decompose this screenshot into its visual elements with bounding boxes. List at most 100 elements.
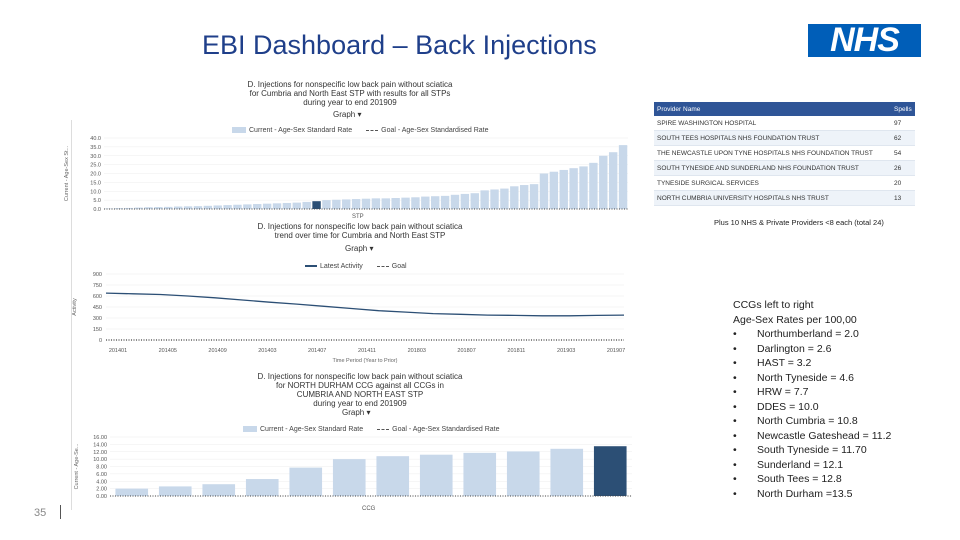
chart2-graph-dropdown[interactable]: Graph [345,244,373,253]
x-tick-label: 201807 [457,348,475,354]
legend-swatch [366,129,379,131]
bar [559,169,568,209]
bar [351,199,361,209]
bar [391,197,400,209]
bar [463,452,497,496]
bar [115,488,149,496]
y-tick-label: 10.00 [93,457,107,463]
y-tick-label: 6.00 [96,472,107,478]
y-tick-label: 14.00 [93,442,107,448]
bar [401,197,410,209]
legend-swatch [376,265,389,267]
table-row[interactable]: TYNESIDE SURGICAL SERVICES 20 [654,175,915,191]
chart1-graph-dropdown[interactable]: Graph [333,110,361,119]
bar [599,155,608,209]
bar [539,173,549,209]
bar [154,207,163,209]
provider-name-cell: SOUTH TYNESIDE AND SUNDERLAND NHS FOUNDA… [654,160,891,176]
bar [381,198,390,209]
spells-cell: 26 [891,160,915,176]
provider-name-cell: SPIRE WASHINGTON HOSPITAL [654,116,891,131]
legend-item-current: Current - Age-Sex Standard Rate [232,127,352,134]
y-tick-label: 15.0 [90,180,101,186]
bar [490,189,499,209]
provider-name-cell: TYNESIDE SURGICAL SERVICES [654,175,891,191]
bar [500,188,509,209]
legend-swatch [377,428,390,430]
provider-name-cell: SOUTH TEES HOSPITALS NHS FOUNDATION TRUS… [654,130,891,146]
divider-line [71,120,72,510]
slide-title: EBI Dashboard – Back Injections [202,30,597,60]
bar [302,201,311,209]
y-tick-label: 35.0 [90,145,101,151]
bar [312,201,321,209]
bar [411,197,420,209]
bar [243,204,252,209]
y-tick-label: 4.00 [96,479,107,485]
y-tick-label: 12.00 [93,450,107,456]
bar [289,467,323,496]
chart3-title-line: during year to end 201909 [313,399,407,408]
y-axis-label: Current - Age-Sex St... [64,145,70,201]
y-tick-label: 30.0 [90,154,101,160]
header-spells[interactable]: Spells [891,102,915,116]
y-tick-label: 5.0 [93,198,101,204]
chart3-graph-dropdown[interactable]: Graph [342,408,370,417]
legend-swatch [232,127,246,134]
legend-label: Current - Age-Sex Standard Rate [260,426,364,433]
x-tick-label: 201409 [208,348,226,354]
spells-cell: 62 [891,130,915,146]
bar [332,199,341,209]
table-row[interactable]: NORTH CUMBRIA UNIVERSITY HOSPITALS NHS T… [654,190,915,206]
bar [272,203,282,209]
bar [579,166,588,209]
table-row[interactable]: SOUTH TEES HOSPITALS NHS FOUNDATION TRUS… [654,130,915,146]
bar [245,479,279,496]
chart3-title-line: D. Injections for nonspecific low back p… [257,372,463,381]
page-number: 35 [34,507,47,519]
list-item: Sunderland = 12.1 [733,458,891,473]
y-tick-label: 150 [93,327,102,333]
x-tick-label: 201407 [308,348,326,354]
bar [104,208,114,209]
legend-item-goal: Goal - Age-Sex Standardised Rate [377,426,500,433]
y-axis-label: Current - Age-Se... [74,443,80,489]
legend-item-goal: Goal - Age-Sex Standardised Rate [366,127,489,134]
x-tick-label: 201903 [557,348,575,354]
x-tick-label: 201803 [408,348,426,354]
table-row[interactable]: SPIRE WASHINGTON HOSPITAL 97 [654,116,915,131]
ccg-subheading: Age-Sex Rates per 100,00 [733,313,857,326]
x-tick-label: 201411 [358,348,376,354]
chart1-title: D. Injections for nonspecific low back p… [240,80,460,107]
chart3-x-label: CCG [362,506,376,512]
ccg-heading: CCGs left to right [733,299,814,311]
chart3-legend: Current - Age-Sex Standard Rate Goal - A… [243,426,500,433]
bar [371,198,381,209]
y-tick-label: 10.0 [90,189,101,195]
table-row[interactable]: THE NEWCASTLE UPON TYNE HOSPITALS NHS FO… [654,145,915,161]
x-tick-label: 201907 [607,348,625,354]
bar [589,162,598,209]
bar [134,207,143,209]
providers-note: Plus 10 NHS & Private Providers <8 each … [714,218,884,227]
bar [506,451,540,496]
chart1-x-label: STP [352,214,364,220]
bar [440,195,450,209]
bar [421,196,430,209]
header-provider-name[interactable]: Provider Name [654,102,891,116]
bar [253,204,262,209]
chart2-title-line: trend over time for Cumbria and North Ea… [274,231,446,240]
y-tick-label: 16.00 [93,435,107,441]
legend-item-goal: Goal [376,263,407,270]
list-item: Newcastle Gateshead = 11.2 [733,429,891,444]
table-row[interactable]: SOUTH TYNESIDE AND SUNDERLAND NHS FOUNDA… [654,160,915,176]
legend-label: Goal [391,263,407,270]
chart2-title: D. Injections for nonspecific low back p… [250,222,470,240]
bar [470,193,479,209]
ccg-rates-text: CCGs left to right Age-Sex Rates per 100… [733,298,891,501]
bar [480,190,489,209]
y-tick-label: 0.00 [96,494,107,500]
spells-cell: 54 [891,145,915,161]
list-item: Darlington = 2.6 [733,342,891,357]
spells-cell: 20 [891,175,915,191]
